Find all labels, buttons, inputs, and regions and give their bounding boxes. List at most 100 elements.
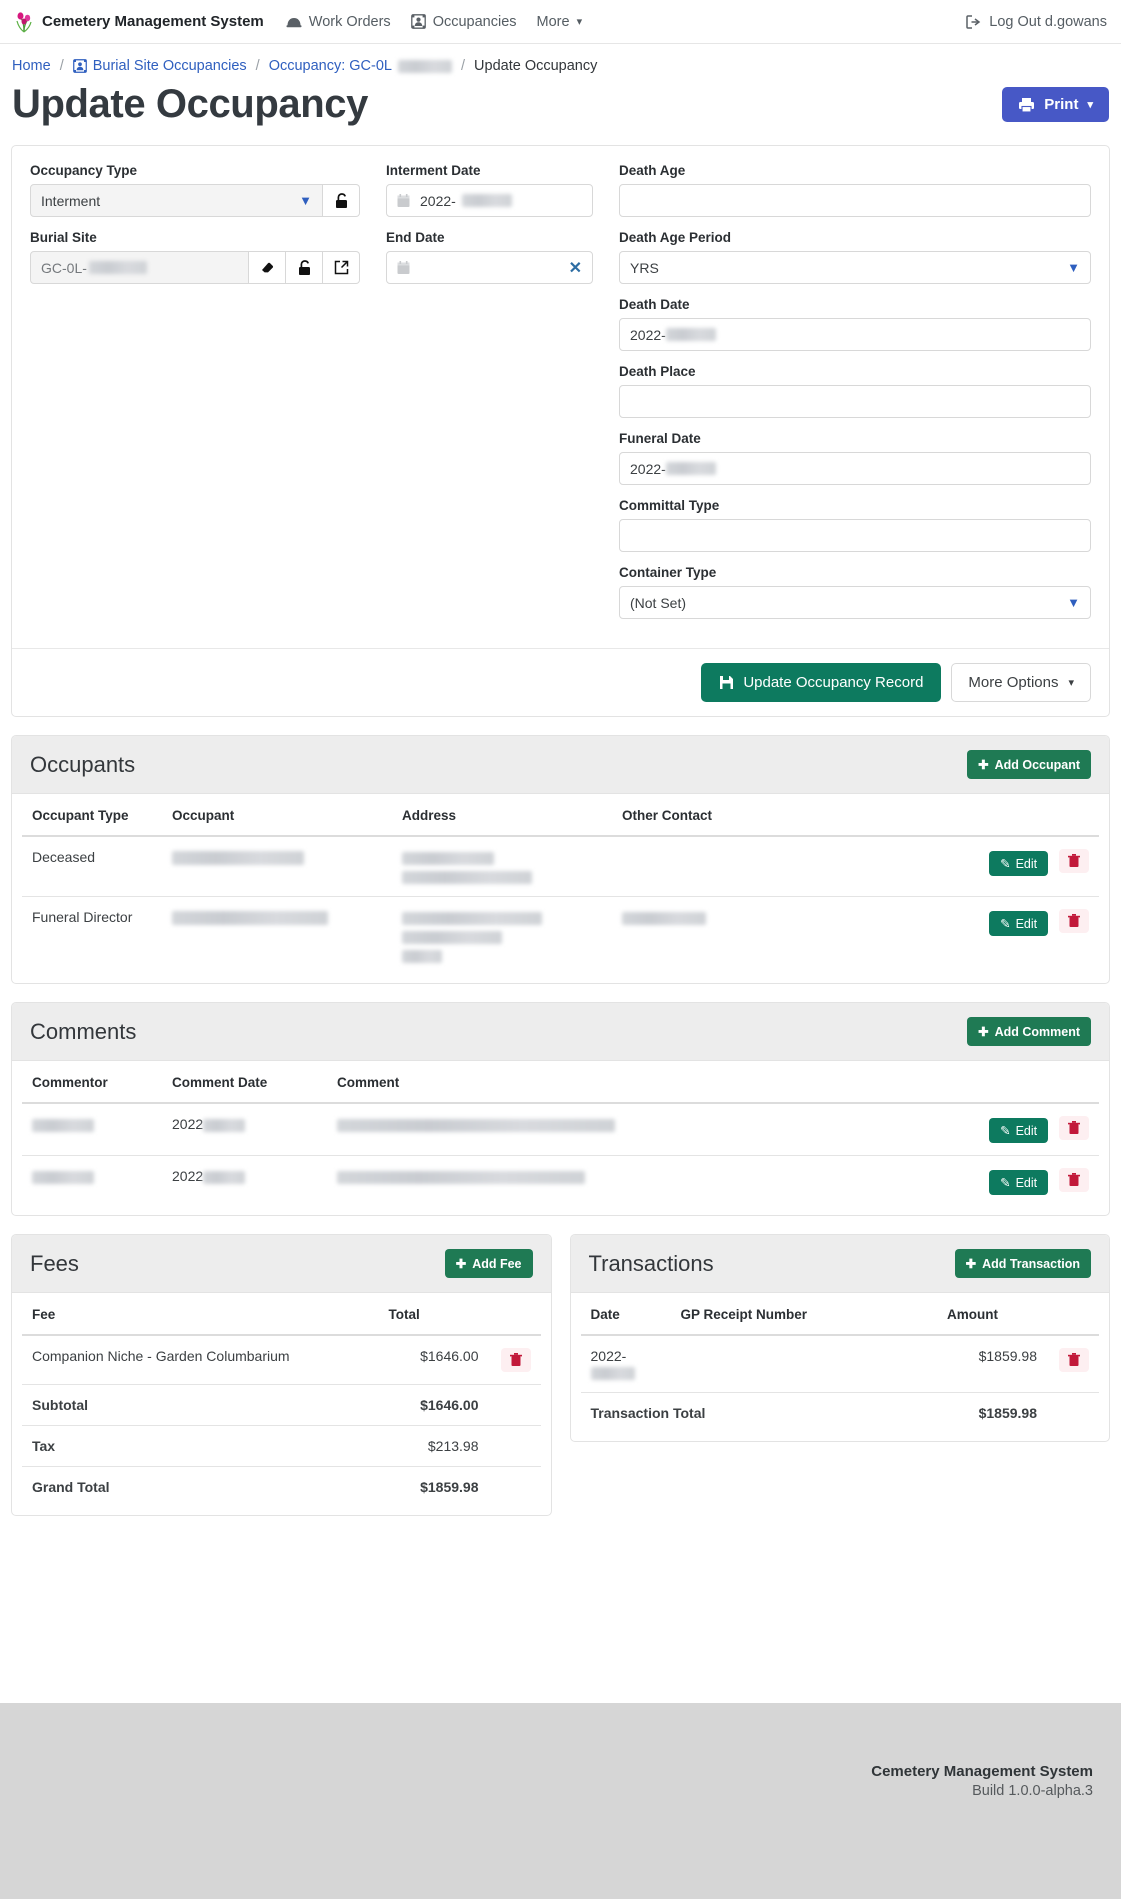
committal-type-input[interactable] xyxy=(619,519,1091,552)
field-occupancy-type: Occupancy Type Interment ▼ xyxy=(30,163,360,217)
redacted-commentor xyxy=(32,1170,94,1184)
redacted-death-date xyxy=(665,328,716,341)
delete-transaction-button[interactable] xyxy=(1059,1348,1089,1372)
nav-item-more[interactable]: More ▾ xyxy=(537,14,583,30)
hard-hat-icon xyxy=(286,15,302,29)
container-type-select[interactable]: (Not Set) ▼ xyxy=(619,586,1091,619)
unlock-icon[interactable] xyxy=(323,184,360,217)
row-actions: ✎ Edit xyxy=(845,897,1099,976)
chevron-down-icon: ▼ xyxy=(299,193,312,208)
pencil-icon: ✎ xyxy=(1000,1176,1011,1190)
container-type-value: (Not Set) xyxy=(630,594,687,611)
delete-comment-button[interactable] xyxy=(1059,1168,1089,1192)
breadcrumb-label: Home xyxy=(12,58,51,74)
clear-end-date-button[interactable]: ✕ xyxy=(568,259,582,277)
edit-comment-button[interactable]: ✎ Edit xyxy=(989,1118,1049,1143)
add-fee-label: Add Fee xyxy=(472,1256,522,1271)
calendar-icon xyxy=(397,193,410,208)
occupancy-type-label: Occupancy Type xyxy=(30,163,138,178)
add-occupant-button[interactable]: ✚ Add Occupant xyxy=(967,750,1091,779)
breadcrumb-item-occupancy[interactable]: Occupancy: GC-0L xyxy=(269,58,452,74)
chevron-down-icon: ▼ xyxy=(1067,260,1080,275)
transaction-amount-cell: $1859.98 xyxy=(937,1335,1047,1393)
redacted-address-line xyxy=(402,931,502,944)
death-age-input[interactable] xyxy=(619,184,1091,217)
field-death-place: Death Place xyxy=(619,364,1091,418)
delete-comment-button[interactable] xyxy=(1059,1116,1089,1140)
eraser-icon[interactable] xyxy=(249,251,286,284)
trash-icon xyxy=(1068,914,1080,928)
redacted-occupant-name xyxy=(172,911,328,926)
transaction-date-value: 2022- xyxy=(590,1348,627,1364)
external-link-icon[interactable] xyxy=(323,251,360,284)
print-button[interactable]: Print ▾ xyxy=(1002,87,1109,122)
end-date-input[interactable]: ✕ xyxy=(386,251,593,284)
col-actions xyxy=(488,1295,541,1336)
empty-cell xyxy=(488,1425,541,1467)
edit-occupant-button[interactable]: ✎ Edit xyxy=(989,911,1049,936)
nav-item-occupancies[interactable]: Occupancies xyxy=(410,14,517,30)
col-fee: Fee xyxy=(22,1295,379,1336)
tulip-flowers-icon xyxy=(14,11,34,33)
occupancy-form-card: Occupancy Type Interment ▼ Burial S xyxy=(11,145,1110,717)
field-container-type: Container Type (Not Set) ▼ xyxy=(619,565,1091,619)
plus-icon: ✚ xyxy=(965,1257,977,1271)
pencil-icon: ✎ xyxy=(1000,1124,1011,1138)
chevron-down-icon: ▾ xyxy=(1068,677,1074,689)
calendar-icon xyxy=(397,260,410,275)
brand[interactable]: Cemetery Management System xyxy=(14,11,264,33)
transactions-card: Transactions ✚ Add Transaction Date GP R… xyxy=(569,1234,1110,1442)
chevron-down-icon: ▾ xyxy=(576,16,583,28)
breadcrumb-label: Burial Site Occupancies xyxy=(92,58,247,74)
burial-site-input[interactable]: GC-0L- xyxy=(30,251,249,284)
edit-occupant-button[interactable]: ✎ Edit xyxy=(989,851,1049,876)
funeral-date-input[interactable]: 2022- xyxy=(619,452,1091,485)
more-options-button[interactable]: More Options ▾ xyxy=(951,663,1091,702)
plus-icon: ✚ xyxy=(455,1257,467,1271)
redacted-address-line xyxy=(402,851,494,865)
funeral-date-label: Funeral Date xyxy=(619,431,701,446)
transactions-title: Transactions xyxy=(588,1250,714,1276)
occupancy-type-group: Interment ▼ xyxy=(30,184,360,217)
delete-occupant-button[interactable] xyxy=(1059,909,1089,933)
add-transaction-button[interactable]: ✚ Add Transaction xyxy=(954,1249,1091,1278)
redacted-occupancy-id xyxy=(398,59,452,73)
logout-button[interactable]: Log Out d.gowans xyxy=(966,14,1107,30)
occupants-table: Occupant Type Occupant Address Other Con… xyxy=(22,796,1099,975)
comments-header: Comments ✚ Add Comment xyxy=(12,1003,1109,1061)
add-fee-button[interactable]: ✚ Add Fee xyxy=(444,1249,533,1278)
occupant-address-cell xyxy=(392,897,612,976)
funeral-date-value: 2022- xyxy=(630,460,666,477)
interment-date-value: 2022- xyxy=(420,192,456,209)
field-burial-site: Burial Site GC-0L- xyxy=(30,230,360,284)
nav-item-work-orders[interactable]: Work Orders xyxy=(286,14,391,30)
death-age-period-value: YRS xyxy=(630,259,659,276)
breadcrumb: Home / Burial Site Occupancies / Occupan… xyxy=(0,44,1121,84)
death-place-input[interactable] xyxy=(619,385,1091,418)
redacted-commentor xyxy=(32,1118,94,1132)
edit-comment-button[interactable]: ✎ Edit xyxy=(989,1170,1049,1195)
col-occupant-type: Occupant Type xyxy=(22,796,162,837)
interment-date-label: Interment Date xyxy=(386,163,481,178)
add-comment-label: Add Comment xyxy=(994,1024,1080,1039)
update-occupancy-record-button[interactable]: Update Occupancy Record xyxy=(701,663,942,702)
breadcrumb-item-burial-site-occupancies[interactable]: Burial Site Occupancies xyxy=(72,58,247,74)
comment-date-value: 2022 xyxy=(172,1116,204,1132)
delete-occupant-button[interactable] xyxy=(1059,849,1089,873)
table-row: Funeral Director ✎ xyxy=(22,897,1099,976)
footer-app-name: Cemetery Management System xyxy=(871,1763,1093,1780)
interment-date-input[interactable]: 2022- xyxy=(386,184,593,217)
row-actions: ✎ Edit xyxy=(845,836,1099,897)
delete-fee-button[interactable] xyxy=(500,1348,531,1372)
death-date-value: 2022- xyxy=(630,326,666,343)
unlock-icon[interactable] xyxy=(286,251,323,284)
occupancy-type-select[interactable]: Interment ▼ xyxy=(30,184,323,217)
occupants-header-row: Occupant Type Occupant Address Other Con… xyxy=(22,796,1099,837)
breadcrumb-item-home[interactable]: Home xyxy=(12,58,51,74)
end-date-label: End Date xyxy=(386,230,445,245)
empty-cell xyxy=(488,1384,541,1426)
death-date-input[interactable]: 2022- xyxy=(619,318,1091,351)
save-icon xyxy=(719,675,734,690)
death-age-period-select[interactable]: YRS ▼ xyxy=(619,251,1091,284)
add-comment-button[interactable]: ✚ Add Comment xyxy=(967,1017,1091,1046)
